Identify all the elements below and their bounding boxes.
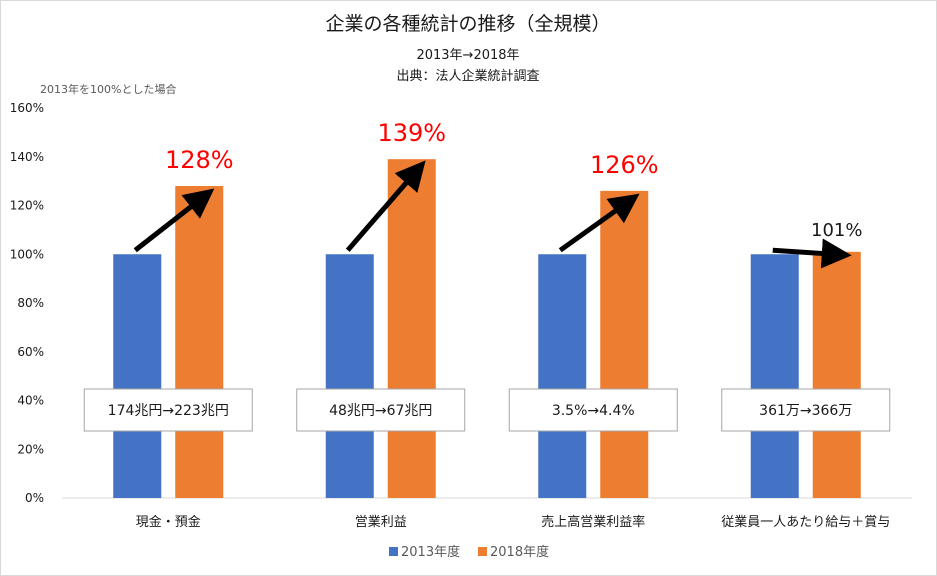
bar-2013 [750,254,799,498]
chart-source: 出典：法人企業統計調査 [396,68,539,84]
chart-subtitle: 2013年→2018年 [416,48,519,63]
y-tick-label: 120% [10,199,44,213]
legend-swatch-2018 [478,547,487,556]
y-tick-label: 100% [10,247,44,261]
value-box-text: 361万→366万 [759,403,852,419]
bars [113,159,861,498]
bar-2013 [538,254,587,498]
change-label: 139% [377,119,446,147]
y-tick-label: 160% [10,101,44,115]
change-arrow [558,193,640,253]
legend-swatch-2013 [389,547,398,556]
chart-note: 2013年を100%とした場合 [40,82,176,96]
bar-2018 [387,159,436,498]
legend-label-2013: 2013年度 [401,544,460,560]
change-labels: 128% 139% 126% 101% [165,119,863,241]
change-label: 126% [590,151,659,179]
legend: 2013年度 2018年度 [389,544,549,560]
change-label: 128% [165,146,234,174]
change-arrow [345,160,426,252]
value-box [508,388,678,432]
bar-2013 [113,254,162,498]
y-tick-label: 20% [17,442,44,456]
category-label: 営業利益 [355,514,407,530]
y-tick-label: 140% [10,150,44,164]
change-arrows [133,160,852,269]
value-box-text: 3.5%→4.4% [552,403,635,419]
change-arrow [772,238,852,269]
change-arrow [133,188,215,253]
y-tick-label: 40% [17,394,44,408]
bar-2018 [600,190,649,498]
y-tick-label: 60% [17,345,44,359]
value-box [721,388,891,432]
value-box [296,388,466,432]
bar-2018 [812,251,861,498]
bar-2013 [325,254,374,498]
y-tick-label: 0% [25,491,44,505]
category-label: 従業員一人あたり給与＋賞与 [721,514,890,530]
y-tick-label: 80% [17,296,44,310]
legend-label-2018: 2018年度 [490,544,549,560]
y-axis: 0% 20% 40% 60% 80% 100% 120% 140% 160% [10,101,44,505]
value-box-text: 174兆円→223兆円 [108,403,229,419]
category-label: 売上高営業利益率 [541,514,645,530]
change-label: 101% [811,220,862,241]
value-boxes: 174兆円→223兆円 48兆円→67兆円 3.5%→4.4% 361万→366万 [83,388,891,432]
bar-2018 [175,186,224,498]
value-box [83,388,253,432]
x-axis-categories: 現金・預金 営業利益 売上高営業利益率 従業員一人あたり給与＋賞与 [136,514,891,530]
chart-title: 企業の各種統計の推移（全規模） [325,13,610,35]
category-label: 現金・預金 [136,514,201,530]
value-box-text: 48兆円→67兆円 [329,403,432,419]
